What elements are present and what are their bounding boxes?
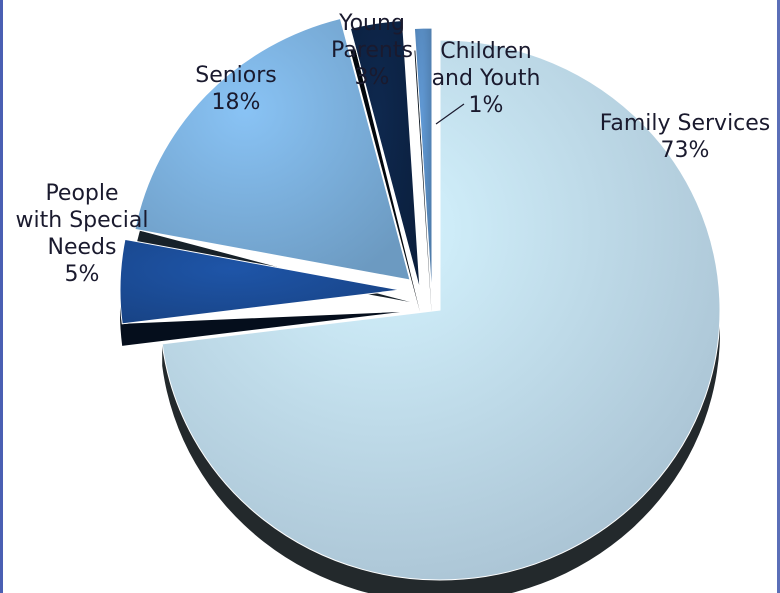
pie-slice bbox=[349, 20, 421, 291]
slice-label: Seniors 18% bbox=[195, 63, 277, 115]
slice-label: Children and Youth 1% bbox=[432, 39, 541, 118]
pie-slice bbox=[413, 27, 433, 299]
slice-value-label: 1% bbox=[469, 93, 504, 118]
slice-label: Family Services 73% bbox=[600, 111, 771, 163]
slice-value-label: 5% bbox=[65, 262, 100, 287]
slice-name-label: Seniors bbox=[195, 63, 277, 88]
slice-label: Young Parents 3% bbox=[331, 11, 413, 90]
slice-value-label: 18% bbox=[212, 90, 261, 115]
slice-name-label: People bbox=[45, 181, 118, 206]
slice-name-label: and Youth bbox=[432, 66, 541, 91]
slice-name-label: Young bbox=[338, 11, 405, 36]
slice-name-label: Family Services bbox=[600, 111, 771, 136]
pie-slice-side bbox=[119, 239, 400, 346]
label-leader-line bbox=[435, 103, 465, 125]
slice-label: People with Special Needs 5% bbox=[16, 181, 149, 287]
pie-slice bbox=[119, 238, 401, 325]
slice-name-label: with Special bbox=[16, 208, 149, 233]
slice-name-label: Needs bbox=[48, 235, 117, 260]
slice-name-label: Children bbox=[440, 39, 532, 64]
slice-value-label: 73% bbox=[661, 138, 710, 163]
slice-name-label: Parents bbox=[331, 38, 413, 63]
pie-slice bbox=[134, 17, 411, 281]
frame-left-border bbox=[0, 0, 10, 593]
pie-slice bbox=[161, 39, 721, 581]
slice-value-label: 3% bbox=[355, 65, 390, 90]
